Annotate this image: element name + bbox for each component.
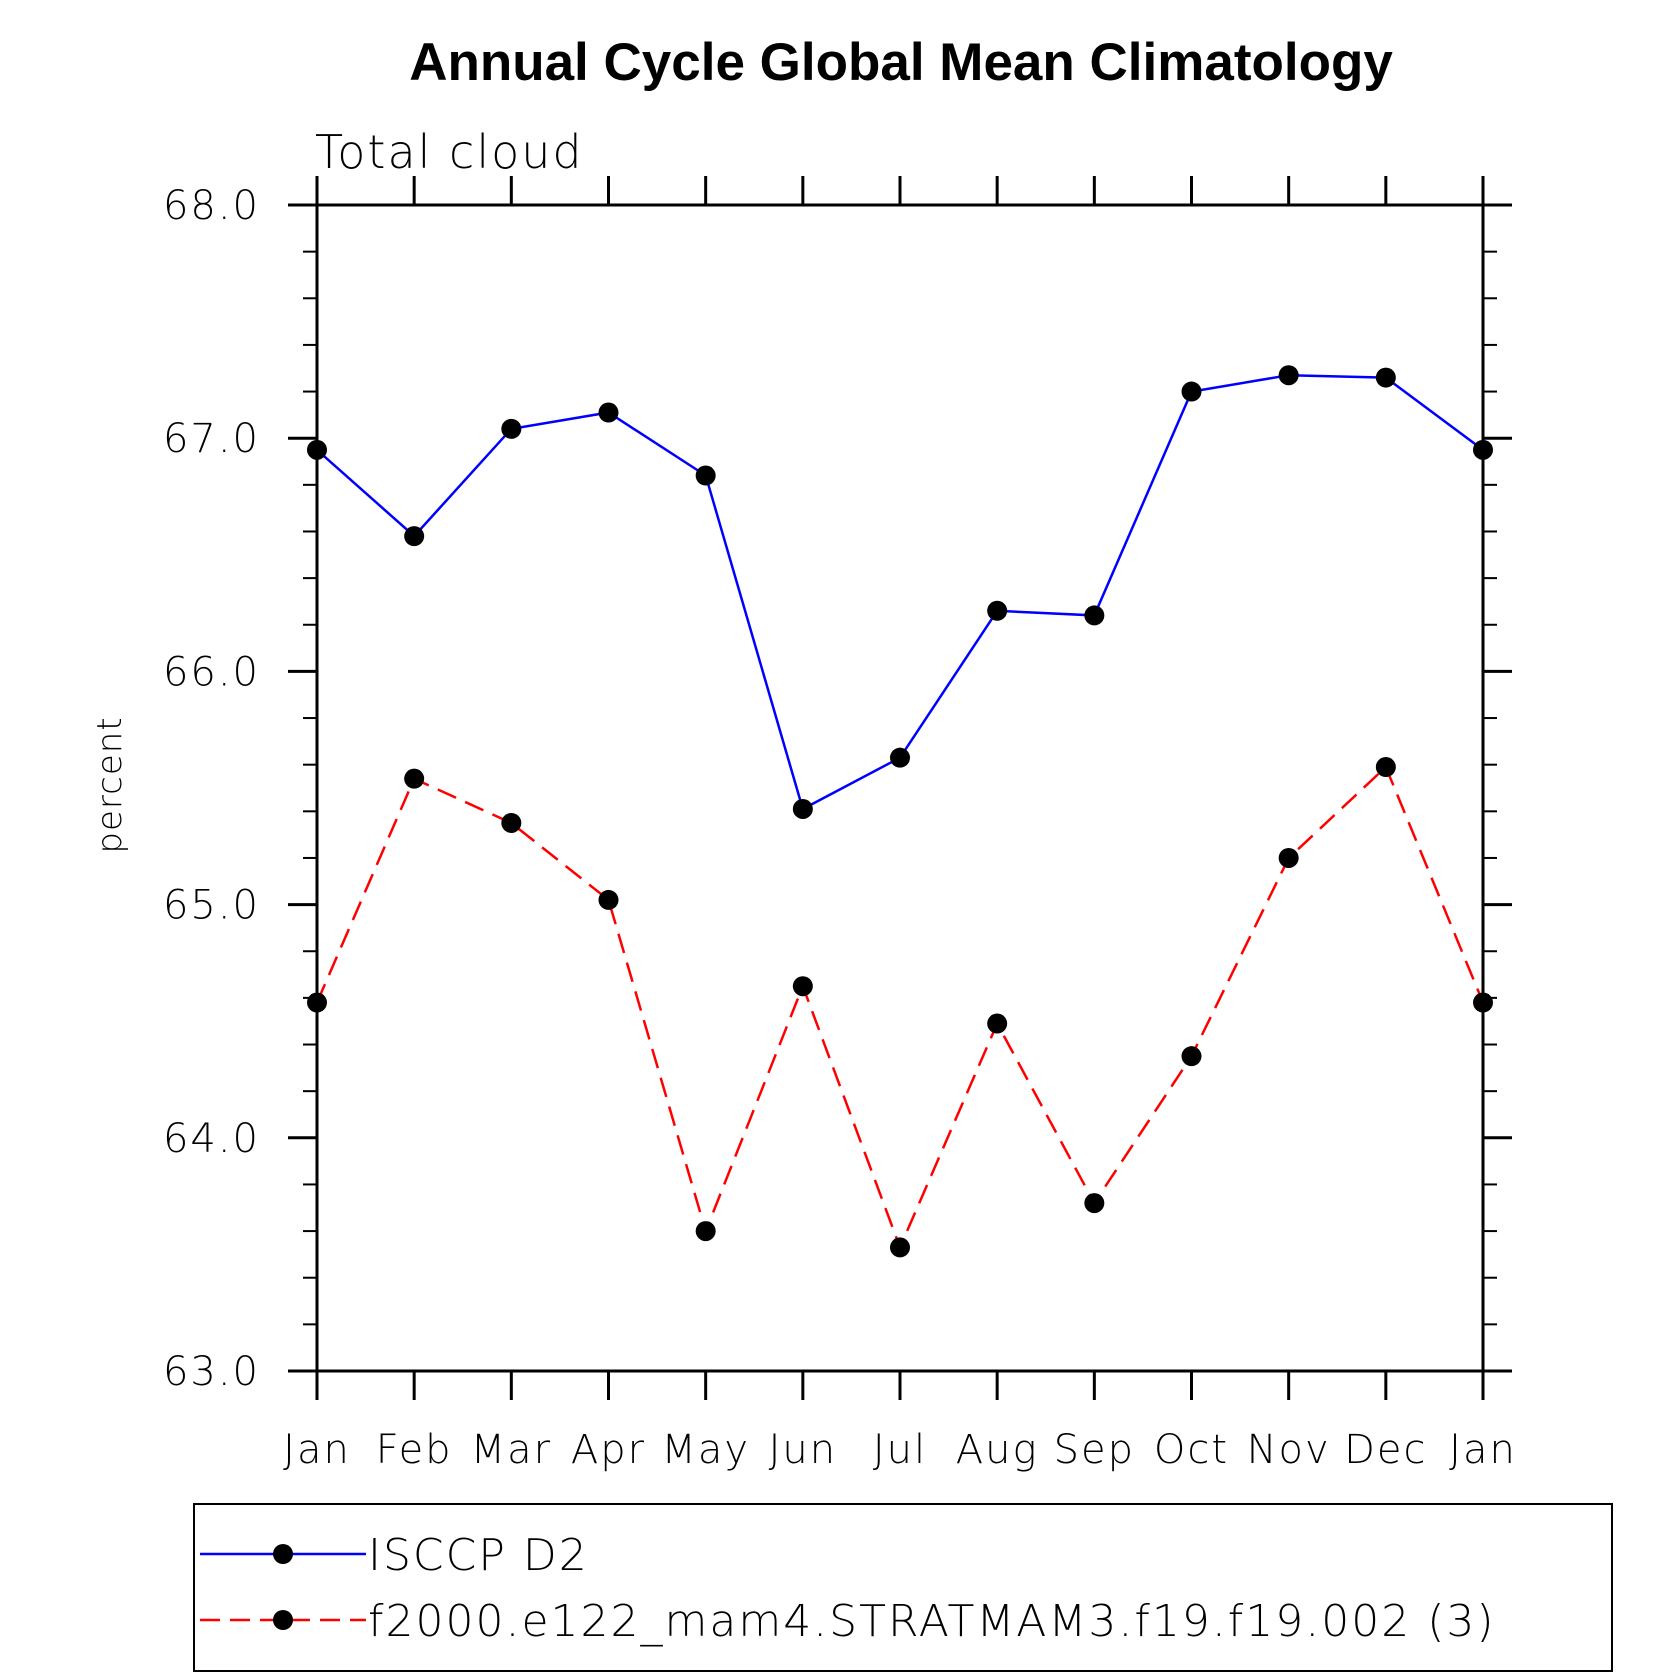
x-tick-label: May (661, 1427, 750, 1473)
legend: ISCCP D2 f2000.e122_mam4.STRATMAM3.f19.f1… (193, 1503, 1613, 1672)
series-points (307, 365, 1493, 1258)
x-tick-label: Jul (873, 1427, 927, 1473)
x-tick-label: Jun (769, 1427, 838, 1473)
axis-ticks (288, 176, 1512, 1400)
x-tick-label: Feb (376, 1427, 453, 1473)
series-2-point (1375, 757, 1396, 778)
x-tick-label: Dec (1344, 1427, 1427, 1473)
y-tick-label: 68.0 (163, 183, 260, 229)
series-line-2 (315, 764, 1485, 1251)
series-1-point (1084, 605, 1105, 626)
series-1-point (987, 600, 1008, 621)
y-tick-label: 64.0 (163, 1116, 260, 1162)
y-tick-label: 67.0 (163, 416, 260, 462)
legend-marker-1 (273, 1544, 293, 1564)
series-1-point (598, 402, 619, 423)
y-tick-label: 63.0 (163, 1349, 260, 1395)
x-tick-label: Aug (956, 1427, 1039, 1473)
series-1-point (1181, 381, 1202, 402)
y-tick-label: 66.0 (163, 649, 260, 695)
series-1-point (695, 465, 716, 486)
series-1-point (792, 798, 813, 819)
series-2-point (404, 768, 425, 789)
series-1-point (1375, 367, 1396, 388)
chart-title: Annual Cycle Global Mean Climatology (409, 33, 1393, 92)
x-tick-label: Oct (1154, 1427, 1229, 1473)
series-lines (315, 373, 1485, 1251)
series-2-point (1084, 1193, 1105, 1214)
y-axis-label: percent (90, 716, 130, 853)
x-tick-label: Nov (1247, 1427, 1331, 1473)
legend-box (193, 1503, 1613, 1672)
series-1-point (501, 418, 522, 439)
x-tick-label: Jan (283, 1427, 351, 1473)
series-2-point (1278, 847, 1299, 868)
x-tick-label: Apr (571, 1427, 646, 1473)
legend-entries: ISCCP D2 f2000.e122_mam4.STRATMAM3.f19.f1… (200, 1530, 1496, 1647)
y-tick-labels: 63.0 64.0 65.0 66.0 67.0 68.0 (163, 183, 260, 1395)
legend-label-1: ISCCP D2 (368, 1530, 589, 1581)
series-2-point (890, 1237, 910, 1258)
legend-label-2: f2000.e122_mam4.STRATMAM3.f19.f19.002 (3… (368, 1596, 1496, 1647)
series-2-point (792, 976, 813, 997)
x-tick-labels: Jan Feb Mar Apr May Jun Jul Aug Sep Oct Nov Dec Jan (283, 1427, 1517, 1473)
series-2-point (598, 889, 619, 910)
series-line-1 (316, 373, 1484, 811)
series-2-point (987, 1013, 1008, 1034)
plot-frame (315, 203, 1485, 1373)
series-1-point (1278, 365, 1299, 386)
x-tick-label: Mar (471, 1427, 552, 1473)
series-2-point (1181, 1046, 1202, 1067)
series-2-point (695, 1221, 716, 1242)
series-1-point (890, 747, 910, 768)
x-tick-label: Jan (1449, 1427, 1517, 1473)
series-2-point (501, 812, 522, 833)
chart-subtitle: Total cloud (315, 125, 584, 179)
series-1-point (404, 526, 425, 547)
legend-marker-2 (273, 1610, 293, 1630)
y-tick-label: 65.0 (163, 883, 260, 929)
x-tick-label: Sep (1054, 1427, 1135, 1473)
